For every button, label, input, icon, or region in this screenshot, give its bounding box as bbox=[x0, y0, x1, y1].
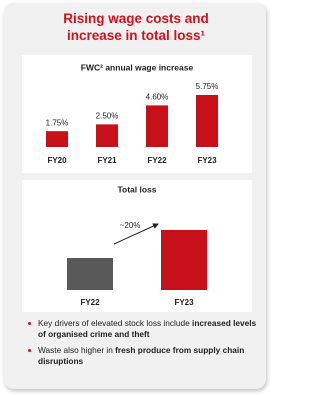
bullet-text: fresh produce from supply chain disrupti… bbox=[38, 345, 245, 366]
bar bbox=[67, 258, 113, 290]
x-tick-label: FY23 bbox=[174, 298, 194, 307]
x-tick-label: FY22 bbox=[147, 156, 167, 165]
bullet-text: Key drivers of elevated stock loss inclu… bbox=[38, 318, 193, 328]
bar bbox=[146, 105, 168, 147]
bar bbox=[96, 124, 118, 147]
chart: Total loss ~20% FY22 FY23 bbox=[67, 184, 207, 307]
x-tick-label: FY21 bbox=[97, 156, 117, 165]
data-label: 1.75% bbox=[46, 118, 69, 127]
chart-title: FWC² annual wage increase bbox=[81, 62, 194, 72]
x-tick-label: FY22 bbox=[80, 298, 100, 307]
data-label: 2.50% bbox=[96, 111, 119, 120]
chart-panel bbox=[22, 180, 252, 312]
chart-title: Total loss bbox=[117, 184, 156, 194]
bullet: Key drivers of elevated stock loss inclu… bbox=[26, 318, 258, 340]
data-label: 5.75% bbox=[196, 82, 219, 91]
bar bbox=[161, 230, 207, 290]
bullet-list: Key drivers of elevated stock loss inclu… bbox=[26, 318, 258, 372]
x-tick-label: FY23 bbox=[197, 156, 217, 165]
bar bbox=[196, 94, 218, 147]
data-label: 4.60% bbox=[146, 92, 169, 101]
bullet: Waste also higher in fresh produce from … bbox=[26, 345, 258, 367]
x-tick-label: FY20 bbox=[47, 156, 67, 165]
annotation: ~20% bbox=[120, 221, 141, 230]
chart: FWC² annual wage increase FY20 1.75% FY21 2… bbox=[46, 62, 219, 165]
arrow bbox=[113, 223, 159, 245]
title: Rising wage costs and increase in total … bbox=[63, 11, 209, 43]
page: {"title": "Rising wage costs and increas… bbox=[4, 3, 266, 389]
bar bbox=[46, 131, 68, 147]
bullet-text: Waste also higher in bbox=[38, 345, 116, 355]
bullet-text: increased levels of organised crime and … bbox=[38, 318, 257, 339]
